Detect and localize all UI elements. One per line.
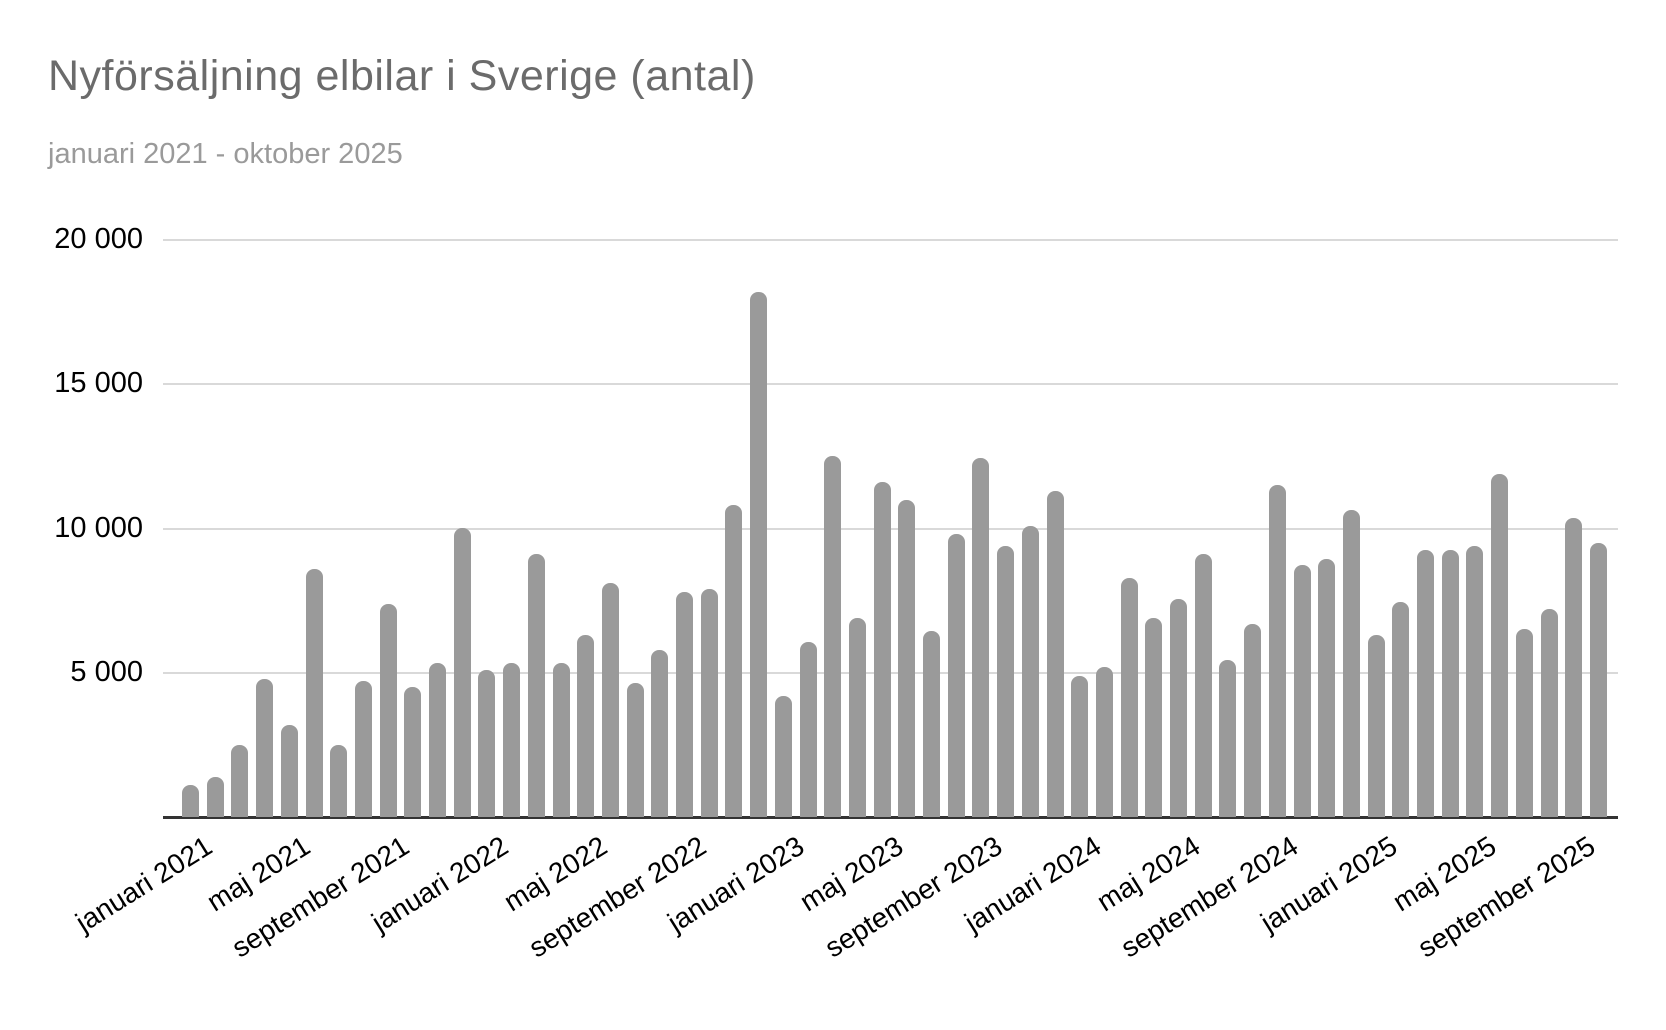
bar-november-2022[interactable] (725, 505, 743, 817)
bar-maj-2022[interactable] (577, 635, 595, 817)
bar-maj-2024[interactable] (1170, 599, 1187, 817)
bar-maj-2021[interactable] (280, 725, 298, 817)
bar-november-2021[interactable] (429, 663, 446, 817)
bar-oktober-2021[interactable] (404, 687, 422, 817)
plot-area (163, 239, 1618, 819)
bar-juli-2024[interactable] (1219, 660, 1237, 817)
bar-januari-2021[interactable] (182, 785, 199, 817)
bar-oktober-2023[interactable] (997, 546, 1015, 817)
y-tick-label: 10 000 (54, 511, 143, 544)
bar-mars-2025[interactable] (1417, 550, 1434, 817)
gridline-15000 (163, 383, 1618, 386)
chart-subtitle: januari 2021 - oktober 2025 (48, 138, 403, 170)
x-axis-line (163, 816, 1618, 819)
bar-september-2025[interactable] (1565, 518, 1583, 817)
bar-april-2024[interactable] (1145, 618, 1163, 817)
bar-januari-2023[interactable] (774, 696, 792, 817)
bar-december-2024[interactable] (1342, 510, 1360, 817)
chart-title: Nyförsäljning elbilar i Sverige (antal) (48, 52, 756, 100)
bar-mars-2024[interactable] (1120, 578, 1138, 817)
bar-mars-2021[interactable] (231, 745, 249, 817)
bar-juni-2025[interactable] (1491, 474, 1509, 817)
y-tick-label: 5 000 (70, 655, 143, 688)
bar-februari-2025[interactable] (1392, 602, 1410, 817)
bar-februari-2021[interactable] (206, 777, 224, 817)
bar-mars-2022[interactable] (527, 554, 545, 817)
bar-juni-2023[interactable] (898, 500, 916, 817)
bar-augusti-2024[interactable] (1244, 624, 1262, 817)
bar-augusti-2025[interactable] (1540, 609, 1558, 817)
bar-mars-2023[interactable] (824, 456, 842, 817)
bar-september-2021[interactable] (379, 604, 397, 817)
bar-oktober-2022[interactable] (700, 589, 718, 817)
bar-maj-2023[interactable] (873, 482, 891, 817)
bar-november-2023[interactable] (1021, 526, 1039, 817)
bar-februari-2022[interactable] (503, 663, 521, 817)
bar-juli-2021[interactable] (330, 745, 348, 817)
bar-april-2022[interactable] (552, 663, 570, 817)
bar-december-2022[interactable] (750, 292, 768, 817)
bar-augusti-2023[interactable] (947, 534, 965, 817)
bar-september-2022[interactable] (676, 592, 693, 817)
bar-maj-2025[interactable] (1466, 546, 1484, 817)
bar-oktober-2025[interactable] (1589, 543, 1607, 817)
bar-september-2023[interactable] (972, 458, 990, 817)
bar-april-2023[interactable] (848, 618, 866, 817)
bar-november-2024[interactable] (1318, 559, 1336, 817)
bar-september-2024[interactable] (1268, 485, 1286, 817)
bar-januari-2022[interactable] (478, 670, 496, 817)
bar-juli-2025[interactable] (1515, 629, 1533, 817)
bar-februari-2023[interactable] (799, 642, 817, 817)
bar-juli-2022[interactable] (626, 683, 644, 817)
bar-augusti-2021[interactable] (354, 681, 372, 817)
bar-juli-2023[interactable] (923, 631, 940, 817)
bar-december-2023[interactable] (1046, 491, 1064, 817)
y-tick-label: 15 000 (54, 367, 143, 400)
bar-december-2021[interactable] (453, 528, 471, 817)
bar-juni-2021[interactable] (305, 569, 323, 817)
bar-augusti-2022[interactable] (651, 650, 669, 817)
bar-januari-2025[interactable] (1367, 635, 1385, 817)
y-tick-label: 20 000 (54, 223, 143, 255)
bar-februari-2024[interactable] (1095, 667, 1113, 817)
bar-april-2025[interactable] (1441, 550, 1459, 817)
bar-juni-2024[interactable] (1194, 554, 1212, 817)
bar-oktober-2024[interactable] (1293, 565, 1311, 817)
bar-juni-2022[interactable] (601, 583, 619, 817)
bar-april-2021[interactable] (256, 679, 274, 817)
bar-januari-2024[interactable] (1071, 676, 1089, 817)
gridline-20000 (163, 239, 1618, 241)
